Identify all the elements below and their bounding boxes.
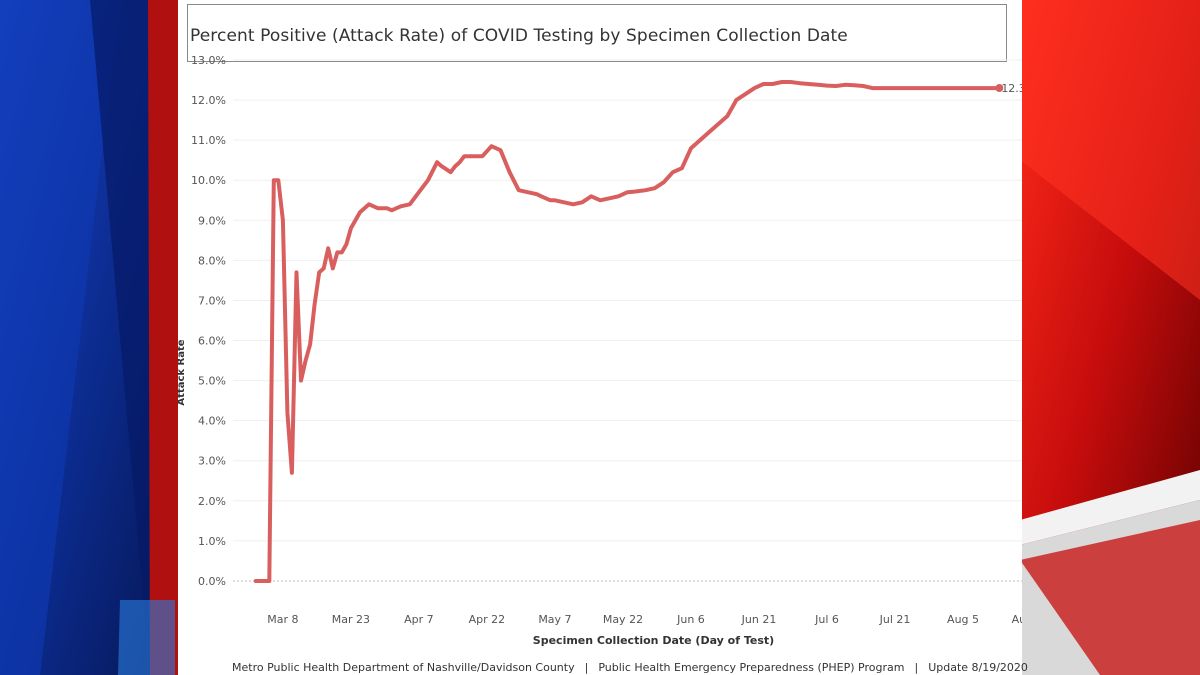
- footer-org: Metro Public Health Department of Nashvi…: [232, 661, 575, 674]
- footer-separator: |: [914, 661, 918, 674]
- x-tick-label: Jun 21: [741, 613, 777, 626]
- x-tick-label: May 22: [603, 613, 643, 626]
- y-tick-label: 11.0%: [191, 134, 226, 147]
- x-tick-label: May 7: [538, 613, 571, 626]
- y-tick-label: 3.0%: [198, 455, 226, 468]
- footer-program: Public Health Emergency Preparedness (PH…: [598, 661, 904, 674]
- y-axis-label: Attack Rate: [178, 339, 187, 405]
- x-axis-label: Specimen Collection Date (Day of Test): [533, 634, 774, 647]
- y-tick-label: 7.0%: [198, 294, 226, 307]
- footer-update: Update 8/19/2020: [928, 661, 1028, 674]
- y-tick-label: 10.0%: [191, 174, 226, 187]
- x-tick-label: Mar 8: [267, 613, 298, 626]
- footer-credits: Metro Public Health Department of Nashvi…: [232, 661, 1028, 674]
- line-chart: 0.0% 1.0% 2.0% 3.0% 4.0% 5.0% 6.0% 7.0% 8.0% 9.0%…: [178, 0, 1022, 675]
- y-tick-label: 0.0%: [198, 575, 226, 588]
- x-tick-label: Apr 22: [469, 613, 506, 626]
- x-tick-label: Jul 6: [814, 613, 839, 626]
- y-tick-label: 1.0%: [198, 535, 226, 548]
- y-tick-label: 6.0%: [198, 335, 226, 348]
- x-tick-label: Jun 6: [676, 613, 705, 626]
- x-tick-label: Jul 21: [879, 613, 911, 626]
- y-tick-label: 12.0%: [191, 94, 226, 107]
- chart-panel: Percent Positive (Attack Rate) of COVID …: [178, 0, 1022, 675]
- x-tick-label: Aug 20: [1012, 613, 1022, 626]
- y-tick-label: 13.0%: [191, 54, 226, 67]
- x-axis-ticks: Mar 8 Mar 23 Apr 7 Apr 22 May 7 May 22 Jun 6 Ju…: [267, 613, 1022, 626]
- y-tick-label: 2.0%: [198, 495, 226, 508]
- attack-rate-line: [256, 82, 1000, 581]
- x-tick-label: Mar 23: [332, 613, 370, 626]
- footer-separator: |: [585, 661, 589, 674]
- y-axis-ticks: 0.0% 1.0% 2.0% 3.0% 4.0% 5.0% 6.0% 7.0% 8.0% 9.0%…: [191, 54, 226, 588]
- x-tick-label: Aug 5: [947, 613, 979, 626]
- y-tick-label: 5.0%: [198, 375, 226, 388]
- last-value-label: 12.3%: [1001, 82, 1022, 95]
- y-tick-label: 9.0%: [198, 214, 226, 227]
- y-tick-label: 8.0%: [198, 254, 226, 267]
- x-tick-label: Apr 7: [404, 613, 434, 626]
- y-tick-label: 4.0%: [198, 415, 226, 428]
- gridlines: [233, 60, 1022, 581]
